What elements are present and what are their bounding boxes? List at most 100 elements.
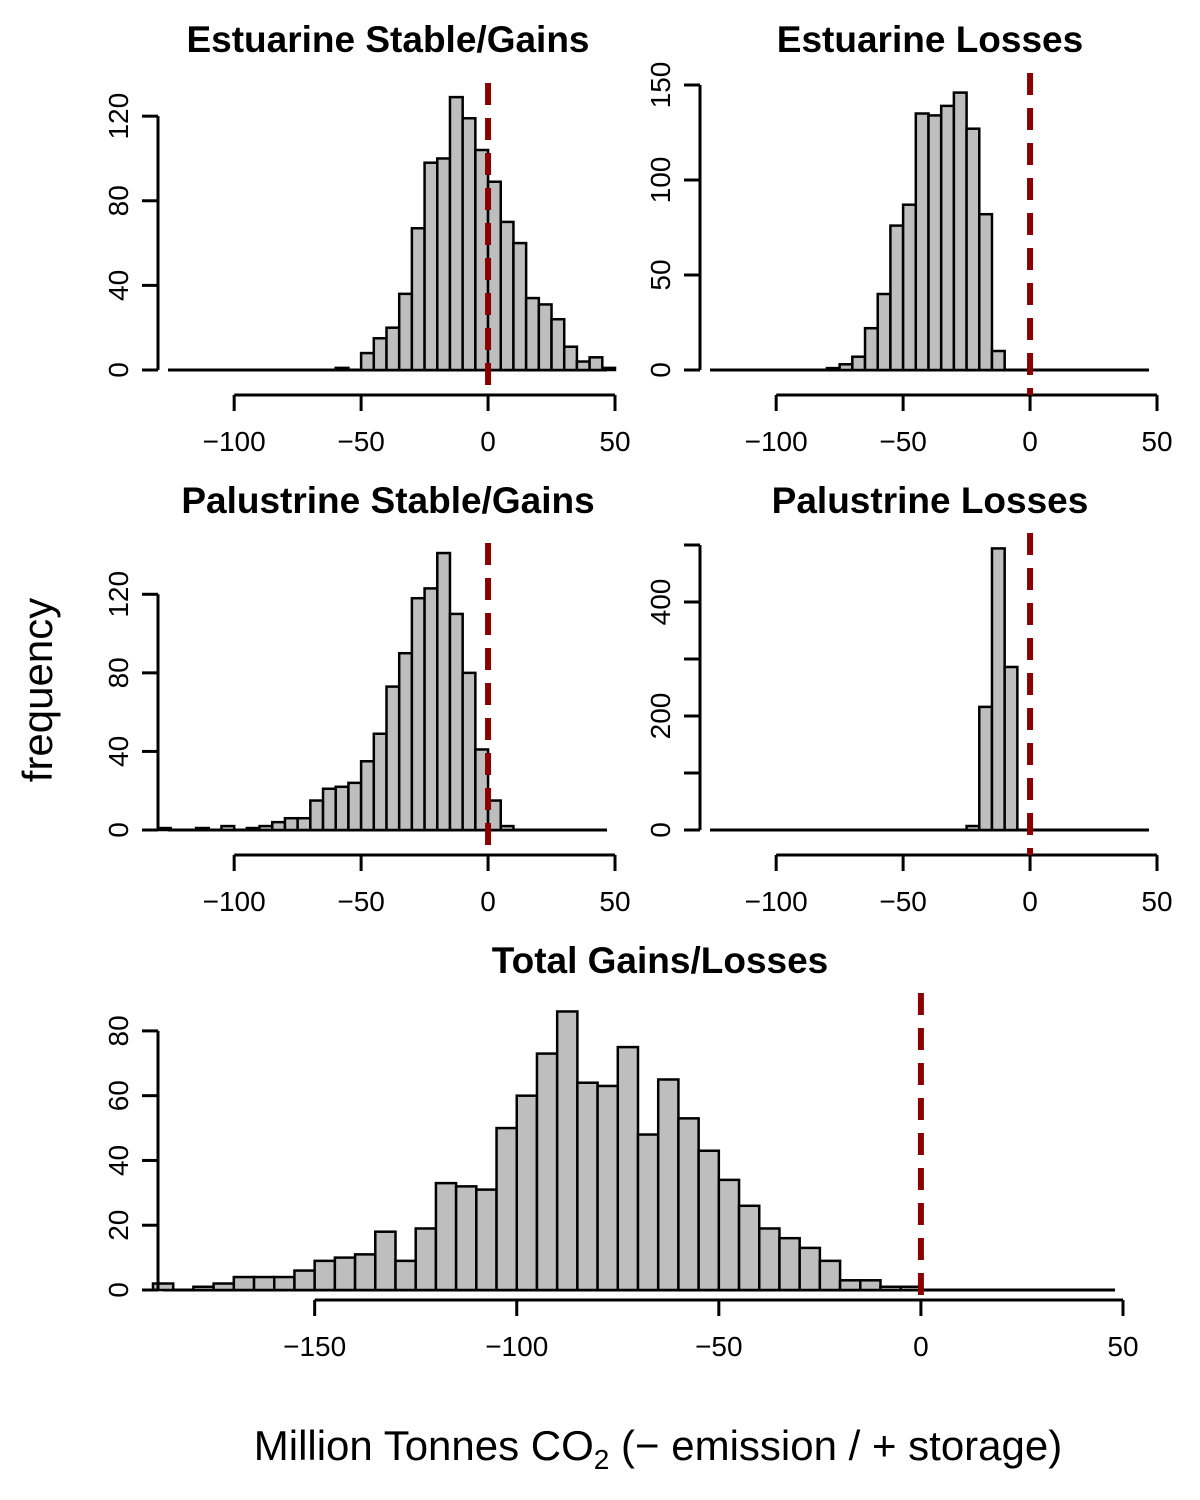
histogram-bar <box>232 1275 256 1292</box>
histogram-bar <box>321 787 337 832</box>
chart-title: Total Gains/Losses <box>492 940 829 981</box>
histogram-bar <box>512 241 528 372</box>
histogram-bar <box>296 816 312 832</box>
chart-title: Palustrine Losses <box>772 480 1089 521</box>
histogram-bar <box>283 816 299 832</box>
histogram-bar <box>385 326 401 372</box>
histogram-bar <box>495 1126 518 1292</box>
histogram-bar <box>359 351 376 372</box>
panels-group: Estuarine Stable/Gains −100 −50 0 50 0 40 80 120… <box>103 19 1173 1362</box>
histogram-bar <box>434 1181 458 1292</box>
histogram-bar <box>838 1279 862 1292</box>
x-axis-label-subscript: 2 <box>594 1444 610 1475</box>
histogram-bar <box>475 1188 498 1292</box>
y-tick-label: 120 <box>103 571 134 618</box>
histogram-bar <box>448 95 464 372</box>
y-tick-label: 150 <box>645 62 676 109</box>
histogram-bar <box>461 671 477 832</box>
histogram-bar <box>939 104 956 372</box>
histogram-bar <box>576 1081 599 1292</box>
x-tick-label: −50 <box>879 426 927 457</box>
histogram-bar <box>550 317 566 372</box>
x-tick-label: −100 <box>203 426 266 457</box>
histogram-bar <box>436 157 452 372</box>
histogram-bar <box>486 799 502 832</box>
histogram-bar <box>535 1052 559 1292</box>
x-tick-label: −50 <box>337 886 385 917</box>
y-tick-label: 40 <box>103 1145 134 1176</box>
x-tick-label: −100 <box>745 886 808 917</box>
y-tick-label: 200 <box>645 693 676 740</box>
x-tick-label: 50 <box>1107 1331 1138 1362</box>
y-tick-label: 0 <box>103 822 134 838</box>
histogram-bar <box>454 1185 478 1292</box>
histogram-bar <box>978 212 994 372</box>
histogram-bar <box>876 292 892 372</box>
y-tick-label: 100 <box>645 157 676 204</box>
x-tick-label: −100 <box>745 426 808 457</box>
y-tick-label: 40 <box>103 270 134 301</box>
chart-estuarine-stable-gains: Estuarine Stable/Gains −100 −50 0 50 0 40 80 120 <box>103 19 631 457</box>
histogram-bar <box>194 826 211 832</box>
histogram-bar <box>879 1285 902 1292</box>
histogram-bar <box>562 345 579 372</box>
histogram-bar <box>636 1133 660 1292</box>
histogram-bar <box>436 551 452 832</box>
y-tick-label: 20 <box>103 1210 134 1241</box>
x-tick-label: 50 <box>1141 426 1172 457</box>
x-tick-label: −150 <box>283 1331 346 1362</box>
histogram-bar <box>499 824 515 832</box>
histogram-bar <box>414 1227 438 1292</box>
histogram-bar <box>334 366 350 372</box>
histogram-bar <box>758 1227 781 1292</box>
y-tick-label: 40 <box>103 736 134 767</box>
chart-palustrine-losses: Palustrine Losses −100 −50 0 50 0 200 400 <box>645 480 1173 917</box>
chart-title: Estuarine Losses <box>777 19 1083 60</box>
histogram-bar <box>537 303 553 372</box>
histogram-bar <box>889 224 905 372</box>
y-tick-label: 50 <box>645 259 676 290</box>
histogram-bar <box>273 1275 296 1292</box>
histogram-bar <box>353 1253 377 1292</box>
x-tick-label: −50 <box>337 426 385 457</box>
histogram-bar <box>555 1010 579 1292</box>
histogram-bar <box>863 326 879 372</box>
chart-total-gains-losses: Total Gains/Losses −150 −100 −50 0 50 0 20 40 60 8… <box>103 940 1139 1362</box>
y-tick-label: 0 <box>645 362 676 378</box>
chart-estuarine-losses: Estuarine Losses −100 −50 0 50 0 50 100 150 <box>645 19 1173 457</box>
histogram-bar <box>978 705 994 832</box>
histogram-bar <box>575 360 591 372</box>
histogram-bar <box>410 596 426 832</box>
histogram-bar <box>192 1285 215 1292</box>
histogram-bar <box>151 1282 175 1292</box>
histogram-bar <box>397 651 414 832</box>
x-tick-label: 50 <box>1141 886 1172 917</box>
histogram-bar <box>313 1259 337 1292</box>
histogram-bar <box>156 826 172 832</box>
histogram-bar <box>245 826 261 832</box>
histogram-bar <box>212 1282 236 1292</box>
histogram-bar <box>410 227 426 372</box>
histogram-bar <box>677 1117 700 1292</box>
histogram-bar <box>271 820 287 832</box>
histogram-bar <box>220 824 236 832</box>
y-axis-label: frequency <box>14 598 61 782</box>
histogram-bar <box>359 760 376 832</box>
histogram-bar <box>818 1259 842 1292</box>
histogram-bar <box>524 296 541 372</box>
histogram-bar <box>601 366 617 372</box>
histogram-bar <box>309 799 325 832</box>
y-tick-label: 400 <box>645 579 676 626</box>
histogram-bar <box>448 612 464 832</box>
chart-title: Estuarine Stable/Gains <box>186 19 589 60</box>
histogram-bar <box>778 1236 801 1292</box>
histogram-bar <box>859 1279 882 1292</box>
histogram-bar <box>927 114 943 372</box>
histogram-bar <box>838 363 854 372</box>
histogram-bar <box>423 587 439 832</box>
histogram-bar <box>990 547 1006 832</box>
histogram-bar <box>333 1256 357 1292</box>
histogram-bar <box>596 1084 620 1292</box>
histogram-bar <box>697 1149 721 1292</box>
histogram-bar <box>372 732 388 832</box>
